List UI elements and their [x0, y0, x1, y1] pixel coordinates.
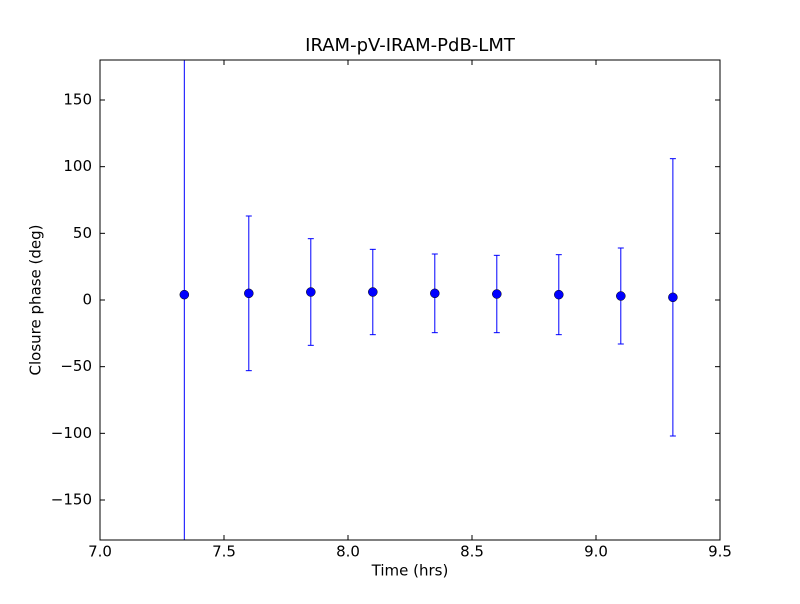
y-tick-label: −100 — [51, 424, 92, 442]
y-tick-label: 50 — [73, 224, 92, 242]
data-point — [368, 287, 378, 297]
x-tick-label: 8.0 — [336, 543, 360, 561]
y-tick-label: −150 — [51, 491, 92, 509]
x-tick-label: 9.5 — [708, 543, 732, 561]
y-tick-label: −50 — [60, 357, 92, 375]
y-tick-label: 100 — [63, 157, 92, 175]
data-point — [430, 288, 440, 299]
data-point — [306, 287, 316, 297]
chart-title: IRAM-pV-IRAM-PdB-LMT — [305, 35, 516, 56]
data-point — [616, 291, 626, 301]
y-axis-label: Closure phase (deg) — [27, 225, 45, 376]
y-tick-label: 150 — [63, 91, 92, 109]
data-point — [179, 289, 190, 300]
x-axis-label: Time (hrs) — [371, 562, 449, 580]
data-point — [244, 288, 254, 299]
data-point — [492, 289, 502, 299]
data-point — [554, 289, 564, 300]
x-tick-label: 9.0 — [584, 543, 608, 561]
x-tick-label: 7.5 — [212, 543, 236, 561]
plot-area — [179, 60, 678, 540]
data-point — [668, 292, 678, 303]
x-tick-label: 7.0 — [88, 543, 112, 561]
x-tick-label: 8.5 — [460, 543, 484, 561]
y-tick-label: 0 — [82, 291, 92, 309]
